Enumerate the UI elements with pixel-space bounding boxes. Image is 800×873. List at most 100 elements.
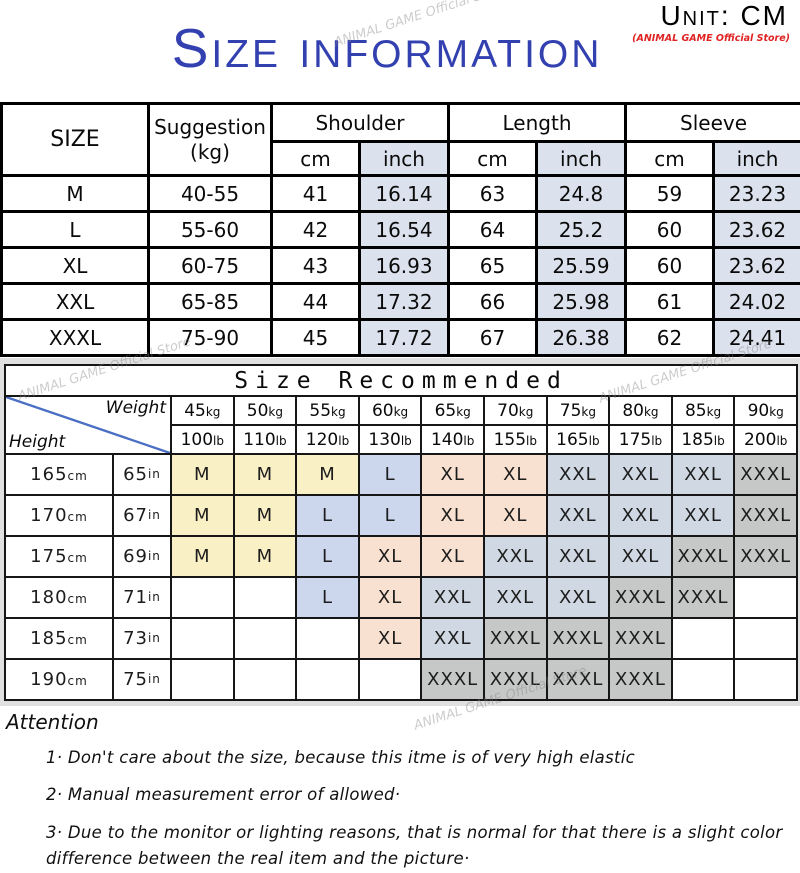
lb-value: 175 [619,430,651,450]
shoulder-inch-cell: 17.32 [360,284,449,320]
height-cm-value: 180 [30,587,67,608]
shoulder-inch-cell: 17.72 [360,320,449,356]
shoulder-cm-header: cm [272,142,360,176]
recommend-cell [672,618,735,659]
height-cm-cell: 175cm [5,536,113,577]
length-group-header: Length [449,104,626,142]
weight-lb-cell: 110lb [234,425,297,454]
kg-unit: kg [456,405,471,419]
attention-item: 2· Manual measurement error of allowed· [6,782,788,808]
recommended-title: Size Recommended [5,365,797,396]
kg-value: 90 [748,401,770,421]
height-cm-value: 185 [30,628,67,649]
lb-unit: lb [714,434,725,448]
weight-lb-cell: 100lb [171,425,234,454]
height-cm-value: 190 [30,669,67,690]
recommend-cell: XXL [421,618,484,659]
length-inch-cell: 26.38 [537,320,626,356]
sleeve-group-header: Sleeve [626,104,800,142]
height-in-cell: 75in [113,659,171,700]
recommend-cell [296,618,359,659]
weight-kg-cell: 55kg [296,396,359,425]
shoulder-inch-cell: 16.54 [360,212,449,248]
weight-kg-cell: 45kg [171,396,234,425]
recommend-cell [734,659,797,700]
length-cm-cell: 63 [449,176,537,212]
recommend-cell: XXL [547,495,610,536]
recommend-cell: XXL [547,536,610,577]
shoulder-inch-cell: 16.93 [360,248,449,284]
height-cm-unit: cm [68,633,88,647]
kg-unit: kg [268,405,283,419]
length-inch-cell: 24.8 [537,176,626,212]
weight-lb-cell: 185lb [672,425,735,454]
recommend-row-185: 185cm 73in XL XXL XXXL XXXL XXXL [5,618,797,659]
height-in-value: 73 [123,628,148,649]
shoulder-cm-cell: 41 [272,176,360,212]
lb-value: 140 [431,430,463,450]
recommend-row-170: 170cm 67in M M L L XL XL XXL XXL XXL XXX… [5,495,797,536]
recommend-cell [234,577,297,618]
height-in-unit: in [148,508,161,522]
height-weight-diagonal-cell: Weight Height [5,396,171,454]
size-row-xl: XL 60-75 43 16.93 65 25.59 60 23.62 [2,248,800,284]
recommend-cell: XXXL [672,577,735,618]
recommend-row-165: 165cm 65in M M M L XL XL XXL XXL XXL XXX… [5,454,797,495]
sleeve-inch-cell: 24.41 [714,320,800,356]
length-cm-cell: 64 [449,212,537,248]
kg-value: 70 [497,401,519,421]
kg-unit: kg [519,405,534,419]
kg-unit: kg [644,405,659,419]
recommend-cell [171,577,234,618]
weight-lb-cell: 175lb [609,425,672,454]
length-inch-cell: 25.98 [537,284,626,320]
recommend-cell [171,659,234,700]
length-cm-cell: 67 [449,320,537,356]
height-cm-unit: cm [68,551,88,565]
height-in-value: 67 [123,505,148,526]
weight-lb-cell: 130lb [359,425,422,454]
length-inch-header: inch [537,142,626,176]
size-row-xxl: XXL 65-85 44 17.32 66 25.98 61 24.02 [2,284,800,320]
kg-unit: kg [769,405,784,419]
kg-value: 65 [435,401,457,421]
recommend-cell: XL [421,495,484,536]
recommend-cell: M [171,495,234,536]
weight-lb-cell: 140lb [421,425,484,454]
kg-unit: kg [707,405,722,419]
weight-lb-cell: 200lb [734,425,797,454]
lb-unit: lb [401,434,412,448]
recommend-cell: L [359,454,422,495]
length-inch-cell: 25.2 [537,212,626,248]
recommend-cell: XXXL [484,618,547,659]
page-title: Size information [172,16,603,80]
recommend-cell: L [296,577,359,618]
weight-kg-cell: 70kg [484,396,547,425]
lb-unit: lb [463,434,474,448]
weight-lb-cell: 165lb [547,425,610,454]
recommend-cell: M [234,495,297,536]
height-cm-value: 165 [30,464,67,485]
recommend-cell: XXXL [547,659,610,700]
size-column-header: SIZE [2,104,149,176]
height-in-unit: in [148,467,161,481]
sleeve-inch-header: inch [714,142,800,176]
height-cm-cell: 165cm [5,454,113,495]
recommend-cell: XL [359,536,422,577]
height-cm-cell: 185cm [5,618,113,659]
height-cm-unit: cm [68,510,88,524]
weight-kg-cell: 75kg [547,396,610,425]
recommend-cell [234,618,297,659]
recommend-cell: L [296,536,359,577]
height-cm-cell: 170cm [5,495,113,536]
recommend-cell: XXL [547,577,610,618]
sleeve-cm-cell: 60 [626,248,714,284]
height-cm-unit: cm [68,674,88,688]
suggestion-label-line2: (kg) [150,140,270,165]
lb-value: 100 [181,430,213,450]
length-cm-header: cm [449,142,537,176]
height-in-value: 75 [123,669,148,690]
recommend-cell: XXL [672,495,735,536]
header: ANIMAL GAME Official Store Size informat… [0,0,800,100]
weight-kg-cell: 60kg [359,396,422,425]
